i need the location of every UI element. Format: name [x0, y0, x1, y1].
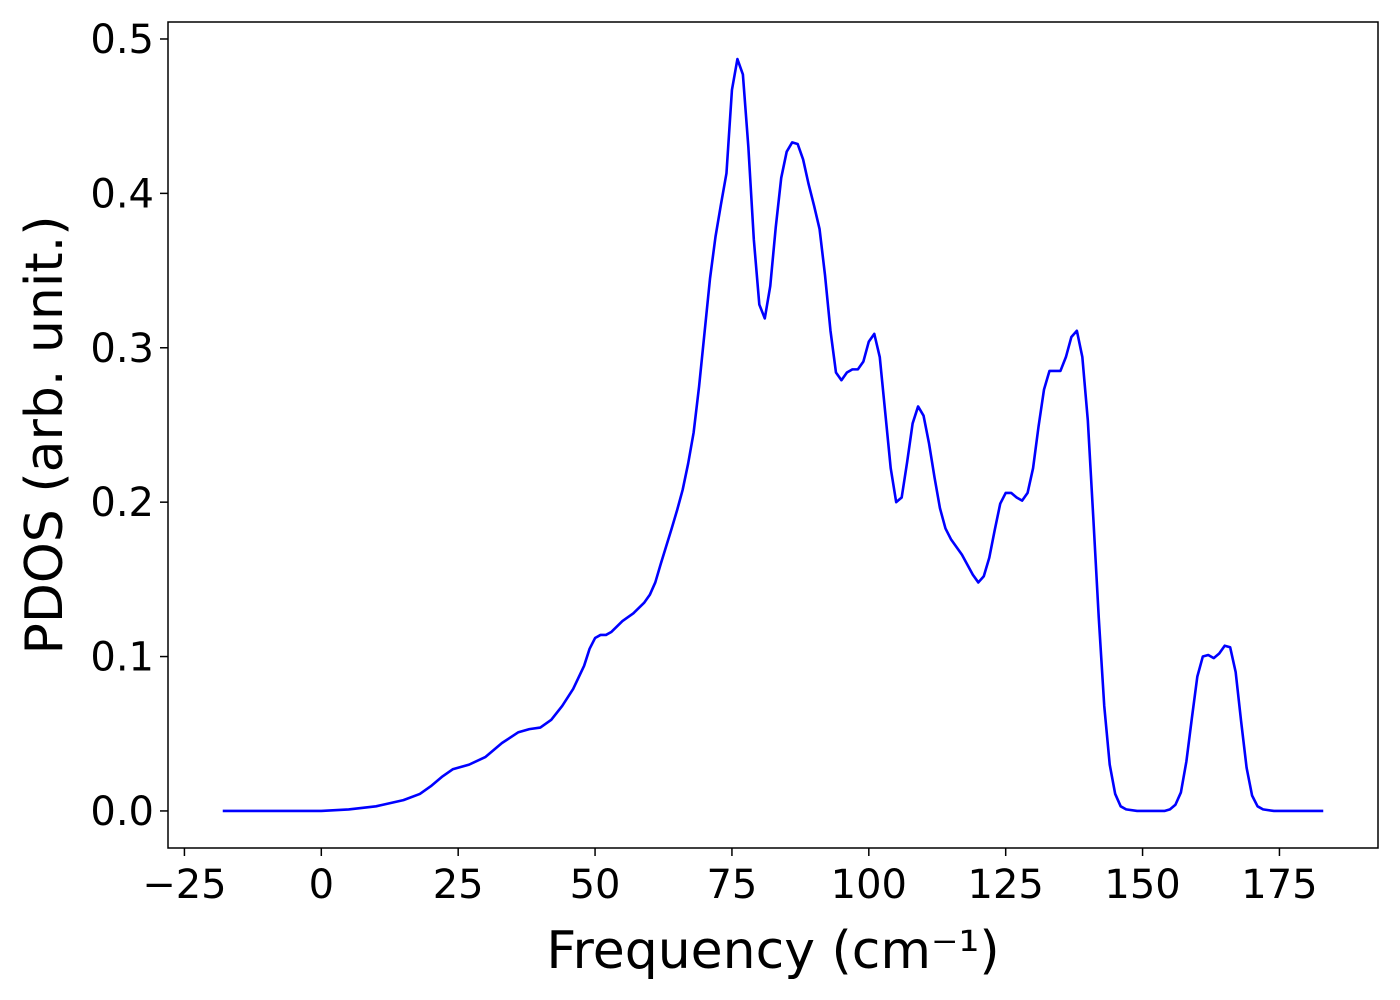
x-tick-label: 0	[309, 862, 334, 908]
y-tick-label: 0.3	[90, 326, 154, 372]
y-tick-label: 0.4	[90, 171, 154, 217]
y-tick-label: 0.0	[90, 789, 154, 835]
x-tick-label: 175	[1241, 862, 1317, 908]
y-tick-label: 0.1	[90, 635, 154, 681]
x-axis-label: Frequency (cm⁻¹)	[546, 921, 999, 981]
data-line	[222, 57, 1324, 813]
y-tick-label: 0.5	[90, 17, 154, 63]
x-tick-label: 100	[831, 862, 907, 908]
x-tick-label: −25	[142, 862, 226, 908]
x-tick-label: 150	[1104, 862, 1180, 908]
plot-frame	[167, 21, 1379, 849]
y-tick-label: 0.2	[90, 480, 154, 526]
x-tick-label: 50	[570, 862, 621, 908]
x-tick-label: 125	[968, 862, 1044, 908]
y-axis-label: PDOS (arb. unit.)	[15, 215, 75, 654]
x-tick-label: 75	[706, 862, 757, 908]
x-tick-label: 25	[433, 862, 484, 908]
